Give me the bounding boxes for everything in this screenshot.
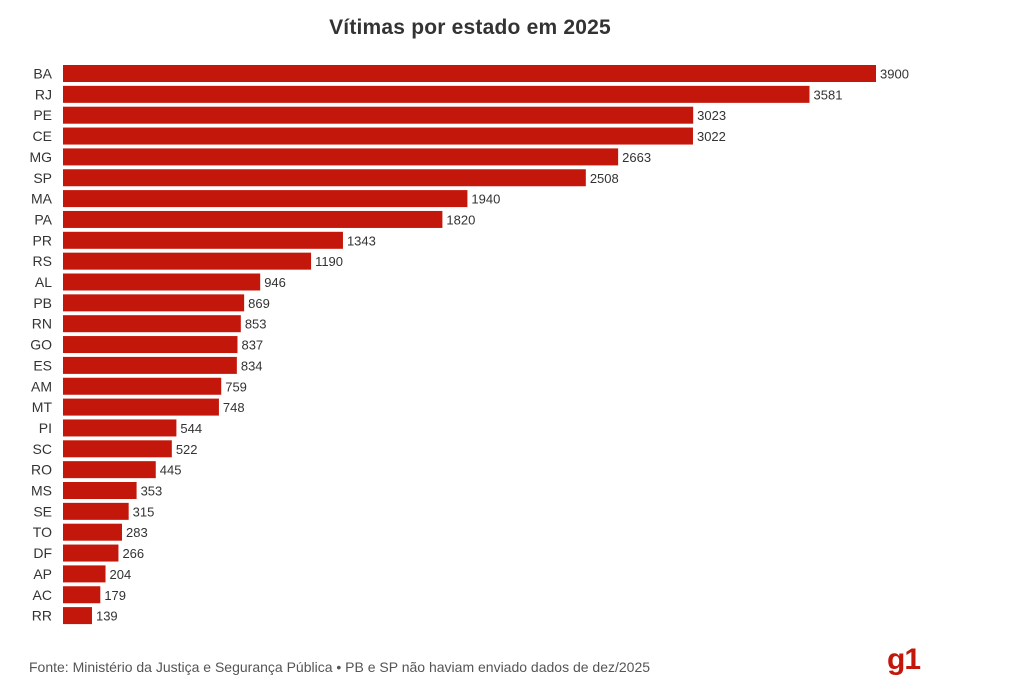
bar-se[interactable] [63,502,129,520]
bar-ce[interactable] [63,127,693,145]
value-label-rj: 3581 [814,87,843,102]
value-label-ro: 445 [160,463,182,478]
value-label-ap: 204 [110,567,132,582]
value-label-mg: 2663 [622,150,651,165]
category-label-df: DF [33,545,52,561]
value-label-pi: 544 [180,421,202,436]
bar-rs[interactable] [63,252,312,270]
category-label-mg: MG [29,149,52,165]
category-label-pr: PR [33,232,52,248]
g1-logo: g1 [887,643,921,676]
bar-ro[interactable] [63,461,156,479]
value-label-sp: 2508 [590,171,619,186]
chart-title: Vítimas por estado em 2025 [329,16,611,39]
bar-pr[interactable] [63,231,343,249]
value-label-pb: 869 [248,296,270,311]
category-label-go: GO [30,337,52,353]
category-label-sc: SC [33,441,52,457]
category-label-es: ES [33,357,52,373]
value-label-es: 834 [241,358,263,373]
category-label-to: TO [33,524,52,540]
bar-ac[interactable] [63,586,101,604]
value-label-se: 315 [133,504,155,519]
bar-rn[interactable] [63,315,241,333]
value-label-to: 283 [126,525,148,540]
bar-to[interactable] [63,523,122,541]
bar-sp[interactable] [63,169,586,187]
bar-es[interactable] [63,356,237,374]
value-label-df: 266 [122,546,144,561]
bars-layer: BA 3900 RJ 3581 PE 3023 CE 3022 MG 2663 SP 2508 MA 19… [29,65,909,625]
category-label-ro: RO [31,462,52,478]
value-label-al: 946 [264,275,286,290]
category-label-rj: RJ [35,86,52,102]
category-label-pa: PA [34,211,52,227]
value-label-pr: 1343 [347,233,376,248]
category-label-rs: RS [33,253,52,269]
value-label-pe: 3023 [697,108,726,123]
bar-pb[interactable] [63,294,245,312]
value-label-rr: 139 [96,609,118,624]
value-label-ce: 3022 [697,129,726,144]
value-label-ac: 179 [104,588,126,603]
category-label-ac: AC [33,587,52,603]
category-label-rr: RR [32,608,52,624]
category-label-sp: SP [33,170,52,186]
category-label-ap: AP [33,566,52,582]
value-label-mt: 748 [223,400,245,415]
value-label-ba: 3900 [880,67,909,82]
bar-ba[interactable] [63,65,876,82]
bar-pe[interactable] [63,106,694,124]
source-note: Fonte: Ministério da Justiça e Segurança… [29,659,651,675]
bar-pa[interactable] [63,210,443,228]
category-label-ma: MA [31,191,53,207]
bar-am[interactable] [63,377,222,395]
bar-df[interactable] [63,544,119,562]
value-label-rs: 1190 [315,254,343,269]
value-label-ms: 353 [141,484,163,499]
category-label-pb: PB [33,295,52,311]
bar-rr[interactable] [63,607,92,625]
value-label-go: 837 [241,338,263,353]
bar-sc[interactable] [63,440,172,458]
bar-ap[interactable] [63,565,106,583]
bar-mt[interactable] [63,398,219,416]
bar-ma[interactable] [63,190,468,208]
value-label-ma: 1940 [471,192,500,207]
bar-rj[interactable] [63,85,810,103]
category-label-pi: PI [39,420,52,436]
category-label-al: AL [35,274,52,290]
category-label-ba: BA [33,66,52,82]
bar-chart: BA 3900 RJ 3581 PE 3023 CE 3022 MG 2663 SP 2508 MA 19… [29,65,909,625]
category-label-ce: CE [33,128,52,144]
category-label-am: AM [31,378,52,394]
bar-go[interactable] [63,336,238,354]
value-label-am: 759 [225,379,247,394]
bar-mg[interactable] [63,148,619,166]
bar-al[interactable] [63,273,261,291]
category-label-pe: PE [33,107,52,123]
value-label-rn: 853 [245,317,267,332]
category-label-mt: MT [32,399,53,415]
bar-pi[interactable] [63,419,177,437]
category-label-se: SE [33,503,52,519]
category-label-rn: RN [32,316,52,332]
category-label-ms: MS [31,483,52,499]
value-label-sc: 522 [176,442,198,457]
bar-ms[interactable] [63,482,137,499]
value-label-pa: 1820 [446,212,475,227]
